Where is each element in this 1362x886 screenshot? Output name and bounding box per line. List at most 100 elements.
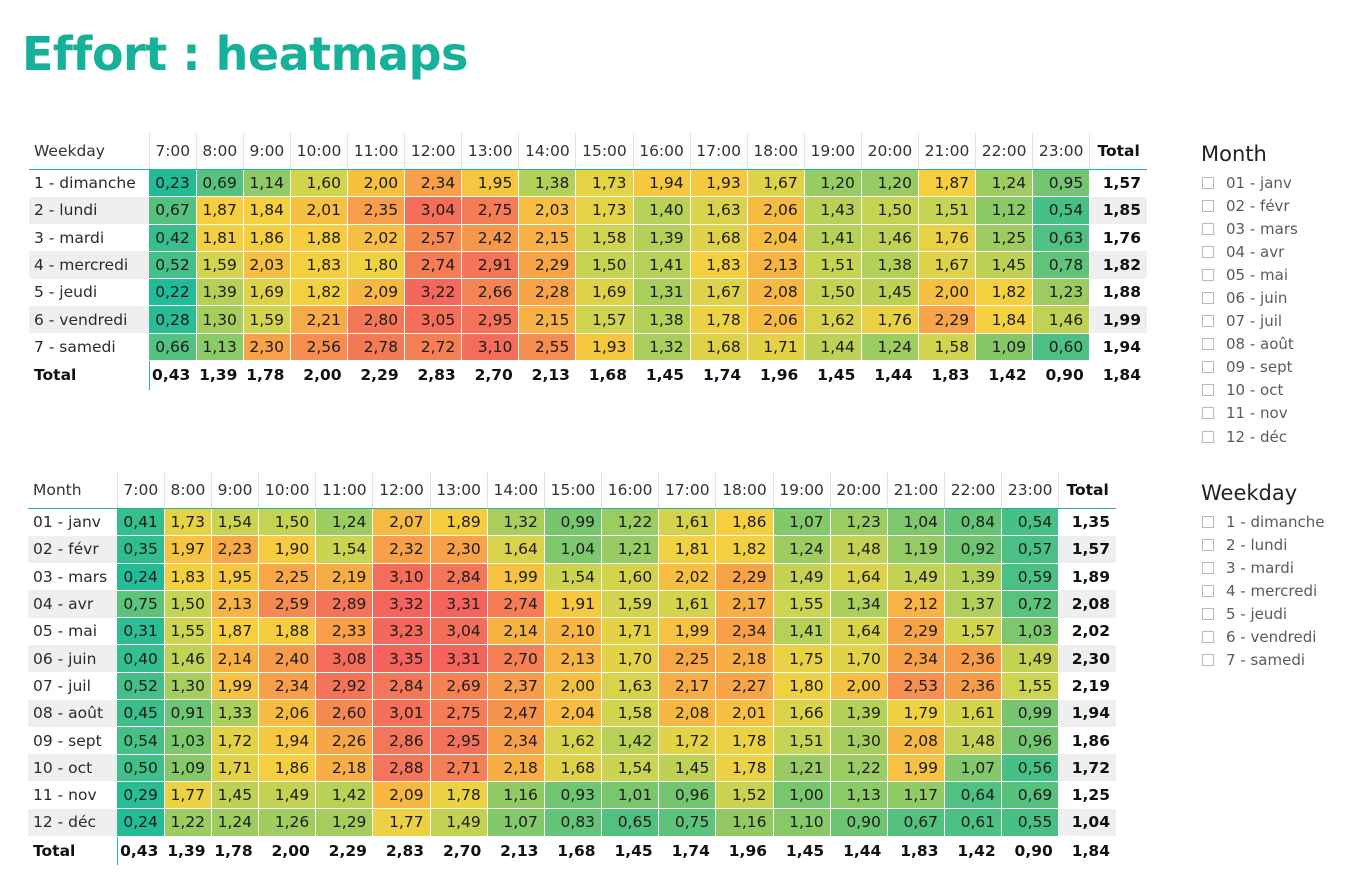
heatmap-cell: 2,30 <box>243 333 291 362</box>
column-header-hour[interactable]: 23:00 <box>1032 133 1091 170</box>
checkbox[interactable] <box>1202 315 1214 328</box>
table-row: 10 - oct 0,50 1,09 1,71 1,86 2,18 2,88 2,71 2,18… <box>28 754 1116 782</box>
checkbox[interactable] <box>1202 654 1214 667</box>
column-header-hour[interactable]: 18:00 <box>747 133 805 170</box>
slicer-item[interactable]: 01 - janv <box>1201 171 1298 194</box>
slicer-item[interactable]: 1 - dimanche <box>1201 510 1324 533</box>
column-header-hour[interactable]: 22:00 <box>944 472 1003 509</box>
slicer-item[interactable]: 05 - mai <box>1201 263 1298 286</box>
column-header-hour[interactable]: 8:00 <box>196 133 244 170</box>
column-header-hour[interactable]: 13:00 <box>461 133 520 170</box>
column-header-hour[interactable]: 17:00 <box>658 472 717 509</box>
checkbox[interactable] <box>1202 176 1214 189</box>
column-header-hour[interactable]: 11:00 <box>347 133 406 170</box>
column-header-hour[interactable]: 8:00 <box>164 472 212 509</box>
column-header-hour[interactable]: 15:00 <box>575 133 634 170</box>
column-header-hour[interactable]: 18:00 <box>715 472 774 509</box>
heatmap-cell: 1,77 <box>372 808 431 837</box>
checkbox[interactable] <box>1202 631 1214 644</box>
column-header-hour[interactable]: 21:00 <box>918 133 977 170</box>
column-header-hour[interactable]: 19:00 <box>804 133 862 170</box>
column-header-hour[interactable]: 20:00 <box>830 472 888 509</box>
column-total: 1,42 <box>957 841 996 860</box>
checkbox[interactable] <box>1202 245 1214 258</box>
column-header-hour[interactable]: 12:00 <box>404 133 463 170</box>
column-header-hour[interactable]: 10:00 <box>290 133 349 170</box>
heatmap-cell: 2,69 <box>430 672 488 701</box>
column-header-hour[interactable]: 7:00 <box>117 472 165 509</box>
slicer-item[interactable]: 4 - mercredi <box>1201 579 1324 602</box>
column-header-hour[interactable]: 17:00 <box>690 133 748 170</box>
heatmap-cell: 1,83 <box>690 251 748 280</box>
checkbox[interactable] <box>1202 292 1214 305</box>
column-header-month[interactable]: Month <box>28 472 118 509</box>
heatmap-cell: 2,08 <box>747 278 805 307</box>
column-header-weekday[interactable]: Weekday <box>29 133 150 170</box>
slicer-item[interactable]: 7 - samedi <box>1201 649 1324 672</box>
column-header-hour[interactable]: 22:00 <box>975 133 1034 170</box>
heatmap-cell: 2,25 <box>258 563 317 591</box>
checkbox[interactable] <box>1202 407 1214 420</box>
row-label: 1 - dimanche <box>29 169 150 197</box>
heatmap-cell: 1,30 <box>164 672 212 701</box>
month-slicer: Month 01 - janv 02 - févr 03 - mars 04 - av… <box>1201 141 1298 448</box>
slicer-item[interactable]: 06 - juin <box>1201 286 1298 309</box>
column-header-hour[interactable]: 15:00 <box>544 472 603 509</box>
slicer-item[interactable]: 5 - jeudi <box>1201 602 1324 625</box>
checkbox[interactable] <box>1202 338 1214 351</box>
row-total: 2,30 <box>1058 644 1116 673</box>
column-header-hour[interactable]: 12:00 <box>372 472 431 509</box>
slicer-item-label: 02 - févr <box>1226 196 1290 215</box>
row-label: 01 - janv <box>28 508 118 536</box>
slicer-item[interactable]: 03 - mars <box>1201 217 1298 240</box>
column-total: 2,70 <box>474 366 513 385</box>
column-header-hour[interactable]: 14:00 <box>487 472 545 509</box>
checkbox[interactable] <box>1202 538 1214 551</box>
column-total: 1,45 <box>614 841 653 860</box>
checkbox[interactable] <box>1202 199 1214 212</box>
slicer-item[interactable]: 07 - juil <box>1201 310 1298 333</box>
checkbox[interactable] <box>1202 430 1214 443</box>
slicer-item[interactable]: 12 - déc <box>1201 425 1298 448</box>
column-header-hour[interactable]: 21:00 <box>887 472 945 509</box>
column-header-hour[interactable]: 10:00 <box>258 472 317 509</box>
heatmap-cell: 1,16 <box>715 808 774 837</box>
column-header-hour[interactable]: 16:00 <box>633 133 691 170</box>
slicer-item[interactable]: 11 - nov <box>1201 402 1298 425</box>
heatmap-cell: 1,21 <box>601 535 660 564</box>
column-header-hour[interactable]: 20:00 <box>861 133 919 170</box>
column-header-hour[interactable]: 23:00 <box>1001 472 1060 509</box>
slicer-item[interactable]: 02 - févr <box>1201 194 1298 217</box>
slicer-item[interactable]: 09 - sept <box>1201 356 1298 379</box>
checkbox[interactable] <box>1202 268 1214 281</box>
slicer-item[interactable]: 2 - lundi <box>1201 533 1324 556</box>
column-header-hour[interactable]: 13:00 <box>430 472 488 509</box>
heatmap-cell: 1,54 <box>315 535 374 564</box>
heatmap-cell: 1,67 <box>747 169 805 198</box>
column-header-total[interactable]: Total <box>1058 472 1116 509</box>
column-total: 1,42 <box>988 366 1027 385</box>
column-header-hour[interactable]: 9:00 <box>243 133 291 170</box>
checkbox[interactable] <box>1202 222 1214 235</box>
checkbox[interactable] <box>1202 384 1214 397</box>
checkbox[interactable] <box>1202 584 1214 597</box>
slicer-item[interactable]: 10 - oct <box>1201 379 1298 402</box>
checkbox[interactable] <box>1202 561 1214 574</box>
column-header-total[interactable]: Total <box>1089 133 1147 170</box>
slicer-item[interactable]: 3 - mardi <box>1201 556 1324 579</box>
checkbox[interactable] <box>1202 515 1214 528</box>
column-header-hour[interactable]: 9:00 <box>211 472 260 509</box>
column-header-hour[interactable]: 11:00 <box>315 472 374 509</box>
heatmap-cell: 2,08 <box>658 699 717 728</box>
heatmap-cell: 2,57 <box>404 224 463 252</box>
column-header-hour[interactable]: 7:00 <box>149 133 197 170</box>
column-header-hour[interactable]: 14:00 <box>518 133 577 170</box>
slicer-item[interactable]: 04 - avr <box>1201 240 1298 263</box>
heatmap-cell: 0,54 <box>1032 196 1091 225</box>
column-header-hour[interactable]: 19:00 <box>773 472 831 509</box>
slicer-item[interactable]: 6 - vendredi <box>1201 625 1324 648</box>
checkbox[interactable] <box>1202 607 1214 620</box>
checkbox[interactable] <box>1202 361 1214 374</box>
slicer-item[interactable]: 08 - août <box>1201 333 1298 356</box>
column-header-hour[interactable]: 16:00 <box>601 472 660 509</box>
